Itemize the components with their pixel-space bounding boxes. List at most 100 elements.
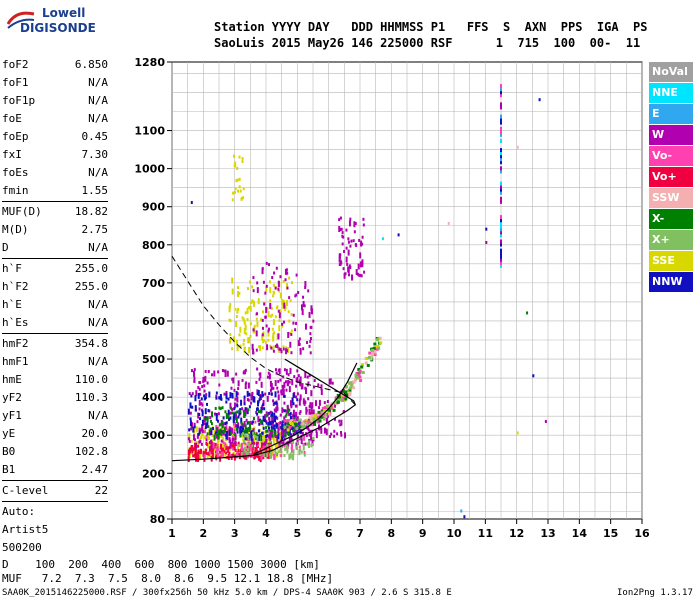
echo-point	[242, 187, 245, 191]
trace-point	[348, 388, 352, 392]
legend-item-w: W	[649, 125, 693, 145]
panel-divider	[2, 501, 108, 502]
echo-point	[285, 409, 288, 413]
trace-point	[359, 379, 363, 383]
echo-point	[189, 447, 192, 454]
echo-point	[263, 407, 266, 411]
trace-point	[333, 401, 337, 405]
echo-point	[219, 432, 222, 436]
echo-point	[276, 347, 279, 351]
echo-point	[229, 337, 232, 344]
echo-point	[295, 418, 298, 422]
echo-point	[310, 405, 313, 412]
isolated-point	[526, 311, 529, 315]
echo-point	[209, 451, 212, 455]
echo-point	[214, 431, 217, 435]
x-tick-label: 14	[572, 527, 588, 540]
echo-point	[193, 425, 196, 429]
echo-point	[303, 453, 306, 457]
echo-point	[354, 222, 357, 226]
echo-point	[259, 409, 262, 413]
legend-item-vo-: Vo+	[649, 167, 693, 187]
echo-point	[231, 347, 234, 351]
echo-point	[262, 399, 265, 406]
echo-point	[357, 263, 360, 270]
trace-point	[348, 386, 352, 390]
echo-point	[270, 392, 273, 396]
echo-point	[247, 382, 250, 389]
echo-point	[275, 435, 278, 439]
streak-point	[500, 157, 502, 162]
trace-point	[364, 361, 368, 365]
streak-point	[500, 93, 502, 98]
echo-point	[257, 452, 260, 459]
param-value: N/A	[88, 112, 108, 125]
echo-point	[262, 403, 265, 407]
echo-point	[280, 430, 283, 434]
echo-point	[349, 265, 352, 269]
echo-point	[295, 321, 298, 325]
trace-point	[313, 422, 317, 426]
echo-point	[292, 402, 295, 406]
echo-point	[208, 441, 211, 445]
echo-point	[235, 424, 238, 428]
echo-point	[243, 319, 246, 323]
y-tick-label: 800	[142, 239, 165, 252]
echo-point	[234, 187, 237, 191]
echo-point	[282, 392, 285, 396]
echo-point	[262, 443, 265, 450]
y-tick-label: 700	[142, 277, 165, 290]
echo-point	[288, 412, 291, 416]
echo-point	[281, 384, 284, 388]
trace-point	[379, 341, 383, 345]
echo-point	[260, 435, 263, 442]
echo-point	[282, 394, 285, 398]
echo-point	[338, 256, 341, 263]
echo-point	[187, 449, 190, 456]
echo-point	[237, 445, 240, 452]
echo-point	[215, 414, 218, 421]
echo-point	[265, 414, 268, 418]
trace-point	[358, 375, 362, 379]
echo-point	[246, 318, 249, 322]
echo-point	[234, 448, 237, 452]
param-value: 110.3	[74, 391, 108, 404]
echo-point	[295, 445, 298, 449]
param-row-fmin: fmin 1.55	[2, 182, 108, 200]
param-value: N/A	[88, 355, 108, 368]
echo-point	[251, 299, 254, 303]
echo-point	[195, 390, 198, 397]
echo-point	[189, 420, 192, 427]
echo-point	[311, 412, 314, 416]
echo-point	[205, 422, 208, 426]
echo-point	[207, 445, 210, 449]
echo-point	[219, 455, 222, 462]
param-row-h-f: h`F 255.0	[2, 260, 108, 278]
echo-point	[242, 409, 245, 413]
echo-point	[300, 438, 303, 445]
echo-point	[330, 432, 333, 436]
echo-point	[248, 337, 251, 344]
echo-point	[304, 442, 307, 446]
trace-point	[361, 371, 365, 375]
echo-point	[250, 430, 253, 434]
echo-point	[348, 273, 351, 277]
echo-point	[199, 451, 202, 455]
echo-point	[258, 452, 261, 456]
echo-point	[287, 440, 290, 447]
echo-point	[290, 433, 293, 437]
echo-point	[362, 217, 365, 221]
streak-point	[500, 181, 502, 186]
param-name: hmF2	[2, 337, 29, 350]
distance-row: D 100 200 400 600 800 1000 1500 3000 [km…	[2, 558, 320, 571]
echo-point	[286, 271, 289, 275]
echo-point	[267, 426, 270, 430]
echo-point	[266, 443, 269, 447]
trace-point	[374, 345, 378, 349]
echo-point	[221, 430, 224, 434]
trace-point	[354, 374, 358, 378]
echo-point	[207, 409, 210, 413]
echo-point	[282, 347, 285, 351]
echo-point	[193, 376, 196, 383]
echo-point	[282, 441, 285, 445]
